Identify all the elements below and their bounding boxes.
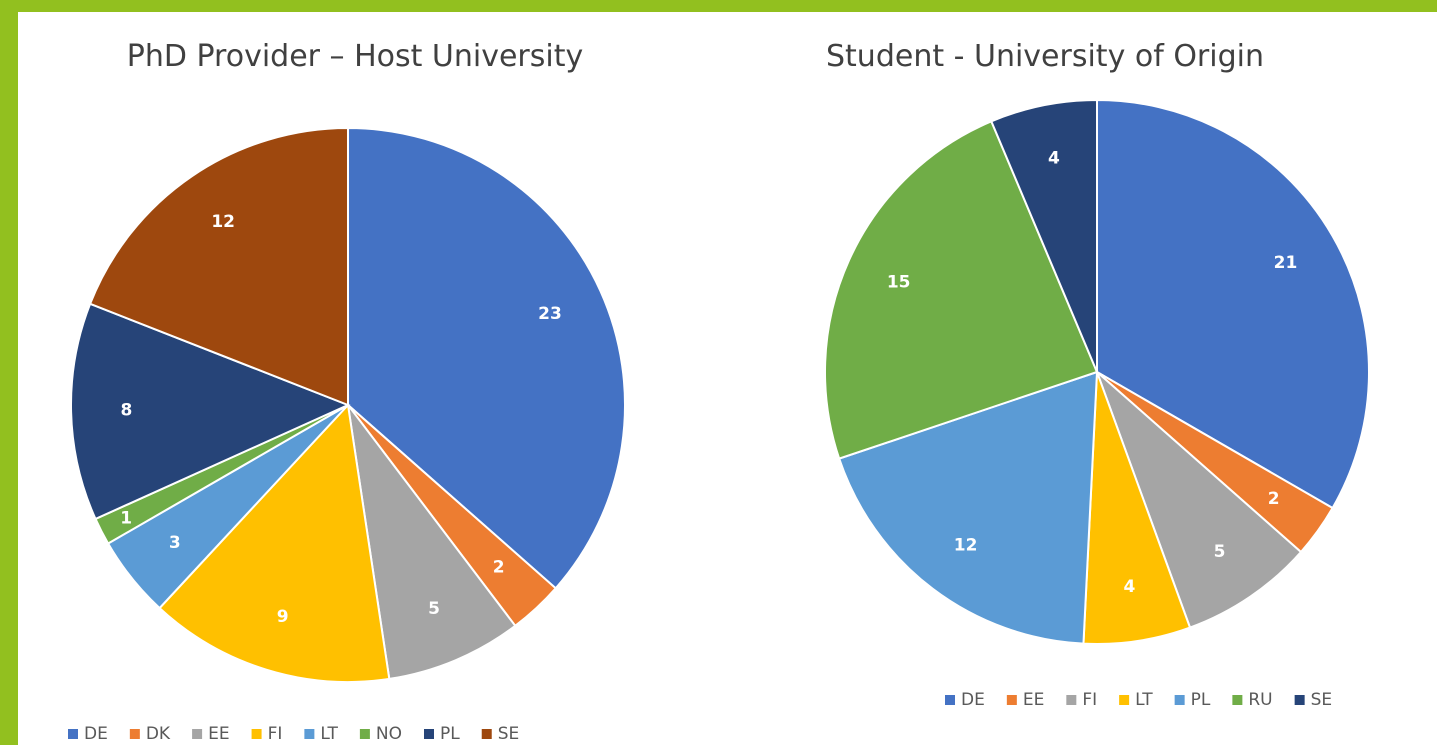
data-label: 2 bbox=[1268, 489, 1280, 509]
data-label: 21 bbox=[1274, 253, 1298, 273]
pie-slice bbox=[1096, 98, 1370, 510]
legend-swatch bbox=[1119, 695, 1130, 705]
legend-label: PL bbox=[1191, 690, 1211, 710]
data-label: 1 bbox=[120, 509, 132, 529]
legend-label: LT bbox=[1135, 690, 1153, 710]
legend-label: RU bbox=[1248, 690, 1272, 710]
data-label: 15 bbox=[887, 273, 911, 293]
legend-label: LT bbox=[320, 724, 338, 744]
legend-swatch bbox=[424, 729, 434, 739]
data-label: 23 bbox=[538, 304, 562, 324]
data-label: 2 bbox=[493, 557, 505, 577]
legend-label: FI bbox=[268, 724, 283, 744]
legend-label: DK bbox=[146, 724, 171, 744]
legend-swatch bbox=[304, 729, 315, 739]
legend-swatch bbox=[129, 729, 140, 739]
legend-swatch bbox=[945, 695, 955, 705]
pie-slice bbox=[70, 302, 351, 521]
pie-slice bbox=[824, 120, 1099, 460]
data-label: 8 bbox=[121, 401, 133, 421]
legend-swatch bbox=[68, 729, 78, 739]
top-stripe bbox=[0, 0, 1437, 12]
legend-swatch bbox=[1174, 695, 1185, 705]
legend-label: FI bbox=[1082, 690, 1097, 710]
legend-swatch bbox=[251, 729, 262, 739]
legend-swatch bbox=[1232, 695, 1243, 705]
data-label: 12 bbox=[954, 535, 978, 555]
data-label: 9 bbox=[277, 607, 289, 627]
pie-slice bbox=[158, 402, 391, 683]
legend-swatch bbox=[481, 729, 492, 739]
pie-slice bbox=[990, 98, 1098, 373]
left-stripe bbox=[0, 0, 18, 745]
legend-swatch bbox=[1006, 695, 1017, 705]
legend-label: EE bbox=[208, 724, 229, 744]
legend-label: SE bbox=[1311, 690, 1333, 710]
chart-title: PhD Provider – Host University bbox=[127, 39, 584, 74]
data-label: 3 bbox=[169, 533, 181, 553]
data-label: 4 bbox=[1124, 577, 1136, 597]
data-label: 4 bbox=[1048, 149, 1060, 169]
data-label: 5 bbox=[428, 599, 440, 619]
data-label: 5 bbox=[1214, 542, 1226, 562]
legend-label: DE bbox=[961, 690, 985, 710]
data-label: 12 bbox=[211, 212, 235, 232]
pie-slice bbox=[88, 126, 349, 407]
legend-swatch bbox=[359, 729, 370, 739]
legend-label: SE bbox=[498, 724, 520, 744]
legend-swatch bbox=[1066, 695, 1077, 705]
legend-label: EE bbox=[1023, 690, 1044, 710]
legend-label: NO bbox=[376, 724, 402, 744]
pie-slice bbox=[347, 404, 517, 681]
legend-swatch bbox=[1294, 695, 1305, 705]
legend-label: DE bbox=[84, 724, 108, 744]
chart-title: Student - University of Origin bbox=[826, 39, 1264, 74]
pie-slice bbox=[837, 370, 1099, 645]
pie-slice bbox=[1096, 371, 1303, 629]
pie-slice bbox=[347, 126, 626, 590]
legend-label: PL bbox=[440, 724, 460, 744]
legend-swatch bbox=[192, 729, 203, 739]
